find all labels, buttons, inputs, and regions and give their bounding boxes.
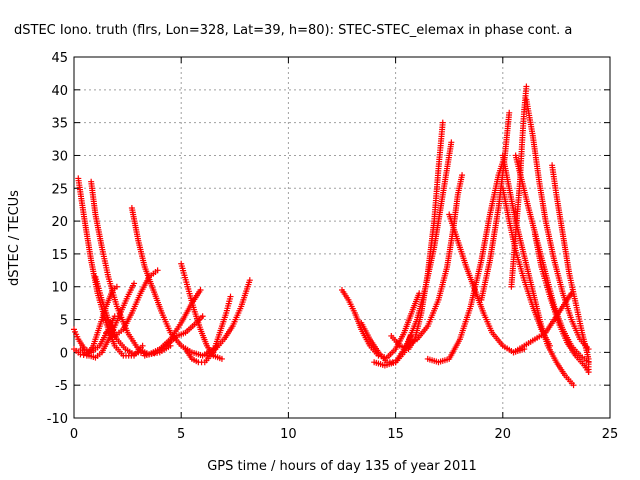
data-point	[439, 119, 446, 126]
axis-ticks: 0 5 10 15 20 25 -10 -5 0 5 10 15 20 25 30 35 40 45	[47, 51, 619, 442]
data-series	[424, 152, 508, 366]
y-tick-label: -10	[47, 412, 68, 427]
plot-frame	[73, 56, 611, 419]
data-point	[113, 283, 120, 290]
data-point	[459, 172, 466, 179]
data-point	[77, 351, 84, 358]
data-point	[139, 342, 146, 349]
data-series	[531, 231, 592, 376]
x-tick-label: 25	[602, 427, 619, 442]
x-tick-label: 0	[70, 427, 78, 442]
y-tick-label: 10	[51, 281, 68, 296]
y-tick-label: -5	[55, 379, 68, 394]
data-point	[199, 313, 206, 320]
y-axis-title: dSTEC / TECUs	[7, 190, 22, 286]
data-series	[203, 277, 253, 359]
data-series	[182, 293, 234, 366]
data-series	[371, 139, 455, 369]
x-tick-label: 15	[387, 427, 404, 442]
chart-title: dSTEC Iono. truth (flrs, Lon=328, Lat=39…	[14, 23, 572, 38]
data-series	[92, 273, 138, 358]
y-tick-label: 15	[51, 248, 68, 263]
y-tick-label: 0	[60, 346, 68, 361]
y-tick-label: 5	[60, 314, 68, 329]
data-point	[131, 280, 138, 287]
plot-area	[71, 83, 592, 389]
x-tick-label: 5	[177, 427, 185, 442]
x-tick-label: 20	[495, 427, 512, 442]
data-point	[218, 355, 225, 362]
data-series	[103, 267, 161, 339]
data-point	[448, 139, 455, 146]
data-series	[403, 172, 466, 349]
data-series	[549, 162, 592, 376]
data-point	[570, 382, 577, 389]
data-point	[585, 369, 592, 376]
data-series	[523, 96, 592, 353]
data-point	[506, 109, 513, 116]
y-tick-label: 25	[51, 182, 68, 197]
data-series	[508, 83, 530, 290]
data-point	[154, 267, 161, 274]
x-axis-title: GPS time / hours of day 135 of year 2011	[207, 459, 477, 474]
data-point	[227, 293, 234, 300]
data-point	[523, 83, 530, 90]
x-tick-label: 10	[280, 427, 297, 442]
y-tick-label: 45	[51, 51, 68, 66]
y-tick-label: 30	[51, 149, 68, 164]
y-tick-label: 35	[51, 117, 68, 132]
data-series	[510, 290, 575, 356]
data-point	[80, 351, 87, 358]
data-point	[546, 342, 553, 349]
data-point	[131, 351, 138, 358]
y-tick-label: 20	[51, 215, 68, 230]
y-tick-label: 40	[51, 84, 68, 99]
data-point	[246, 277, 253, 284]
data-point	[197, 287, 204, 294]
